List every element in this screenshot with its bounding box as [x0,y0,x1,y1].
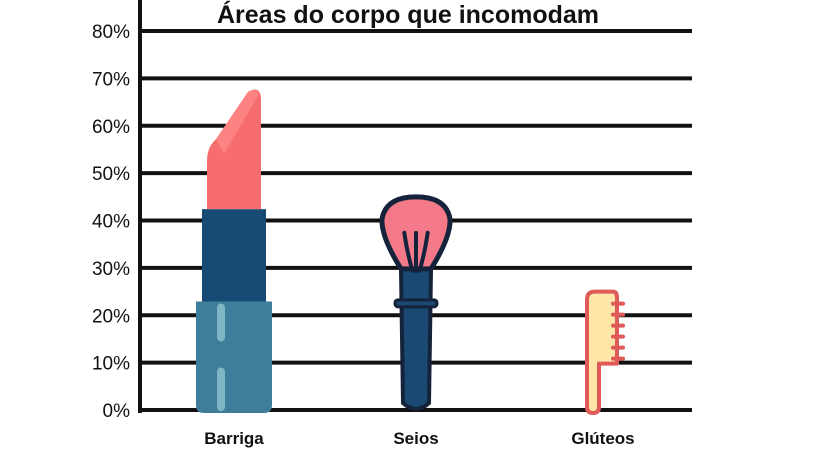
y-tick-label: 50% [92,164,130,185]
bar-barriga-lipstick-icon [196,89,272,413]
y-tick-label: 70% [92,69,130,90]
y-tick-label: 80% [92,22,130,43]
comb-body [585,289,619,415]
brush-bristle [417,230,430,273]
lipstick-case [196,301,272,413]
y-tick-label: 30% [92,259,130,280]
x-category-label: Seios [393,429,438,448]
x-category-label: Barriga [204,429,264,448]
lipstick-tip-shine [216,90,259,155]
bars [196,89,625,415]
y-tick-label: 10% [92,354,130,375]
y-axis-tick-labels: 0% 10% 20% 30% 40% 50% 60% 70% 80% [92,22,130,422]
y-tick-label: 40% [92,212,130,233]
y-tick-label: 20% [92,306,130,327]
x-category-label: Glúteos [571,429,634,448]
lipstick-tip [207,89,261,210]
brush-handle [398,266,434,411]
y-tick-label: 60% [92,117,130,138]
bar-seios-makeup-brush-icon [379,194,453,411]
lipstick-collar [202,209,266,302]
x-axis-category-labels: Barriga Seios Glúteos [204,429,634,448]
brush-band [393,298,439,309]
y-tick-label: 0% [103,401,131,422]
chart-title: Áreas do corpo que incomodam [217,0,599,29]
brush-bristle [402,230,415,273]
bar-gluteos-comb-icon [585,289,625,415]
